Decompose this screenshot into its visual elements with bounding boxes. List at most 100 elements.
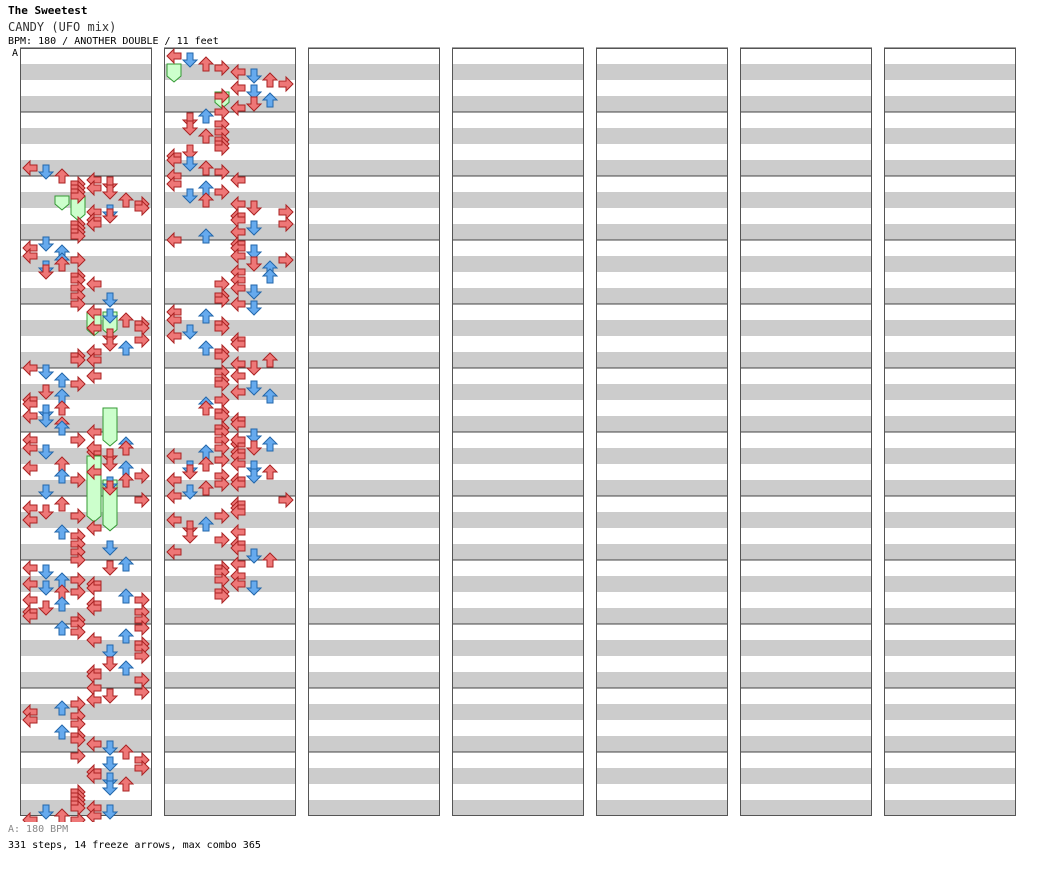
beat-band <box>596 640 728 656</box>
step-arrow <box>166 543 182 561</box>
step-arrow <box>86 423 102 441</box>
step-arrow <box>70 227 86 245</box>
step-chart: A <box>12 47 1016 822</box>
beat-band <box>308 576 440 592</box>
step-arrow <box>37 384 55 400</box>
step-arrow <box>37 164 55 180</box>
beat-band <box>452 704 584 720</box>
beat-band <box>308 64 440 80</box>
beat-band <box>452 96 584 112</box>
beat-band <box>884 288 1016 304</box>
step-arrow <box>86 631 102 649</box>
step-arrow <box>86 319 102 337</box>
step-arrow <box>245 548 263 564</box>
beat-band <box>164 672 296 688</box>
beat-band <box>452 160 584 176</box>
step-arrow <box>22 811 38 822</box>
beat-band <box>452 192 584 208</box>
beat-band <box>740 768 872 784</box>
step-arrow <box>22 511 38 529</box>
step-arrow <box>214 451 230 469</box>
beat-band <box>20 704 152 720</box>
beat-band <box>452 224 584 240</box>
step-arrow <box>101 336 119 352</box>
step-arrow <box>22 439 38 457</box>
step-arrow <box>37 484 55 500</box>
beat-band <box>596 672 728 688</box>
beat-band <box>20 576 152 592</box>
beat-band <box>452 576 584 592</box>
beat-band <box>20 288 152 304</box>
beat-band <box>452 416 584 432</box>
beat-band <box>308 640 440 656</box>
step-arrow <box>134 619 150 637</box>
beat-band <box>596 576 728 592</box>
beat-band <box>308 608 440 624</box>
step-arrow <box>117 588 135 604</box>
beat-band <box>596 768 728 784</box>
step-arrow <box>230 431 246 449</box>
step-arrow <box>278 75 294 93</box>
step-arrow <box>53 400 71 416</box>
beat-band <box>740 64 872 80</box>
step-arrow <box>166 175 182 193</box>
step-arrow <box>70 431 86 449</box>
beat-band <box>164 480 296 496</box>
step-arrow <box>245 68 263 84</box>
beat-band <box>740 736 872 752</box>
step-arrow <box>230 171 246 189</box>
beat-band <box>308 544 440 560</box>
step-arrow <box>230 503 246 521</box>
step-arrow <box>166 327 182 345</box>
beat-band <box>20 160 152 176</box>
beat-band <box>20 512 152 528</box>
step-arrow <box>101 644 119 660</box>
step-arrow <box>53 468 71 484</box>
chart-stats: 331 steps, 14 freeze arrows, max combo 3… <box>8 840 261 851</box>
step-arrow <box>245 580 263 596</box>
step-arrow <box>245 360 263 376</box>
beat-band <box>884 736 1016 752</box>
beat-band <box>20 224 152 240</box>
step-arrow <box>86 579 102 597</box>
beat-band <box>164 800 296 816</box>
beat-band <box>164 704 296 720</box>
beat-band <box>740 192 872 208</box>
beat-band <box>452 128 584 144</box>
beat-band <box>884 64 1016 80</box>
step-arrow <box>117 628 135 644</box>
beat-band <box>884 192 1016 208</box>
step-arrow <box>86 599 102 617</box>
step-arrow <box>53 724 71 740</box>
beat-band <box>740 640 872 656</box>
beat-band <box>20 672 152 688</box>
beat-band <box>308 480 440 496</box>
step-arrow <box>117 660 135 676</box>
step-arrow <box>37 444 55 460</box>
step-arrow <box>53 372 71 388</box>
beat-band <box>740 512 872 528</box>
beat-band <box>884 416 1016 432</box>
beat-band <box>884 576 1016 592</box>
step-arrow <box>86 767 102 785</box>
beat-band <box>20 192 152 208</box>
beat-band <box>20 640 152 656</box>
step-arrow <box>101 756 119 772</box>
beat-band <box>452 608 584 624</box>
beat-band <box>20 384 152 400</box>
step-arrow <box>197 456 215 472</box>
step-arrow <box>166 447 182 465</box>
step-arrow <box>53 596 71 612</box>
notes-layer <box>22 47 294 822</box>
beat-band <box>740 448 872 464</box>
step-arrow <box>22 559 38 577</box>
step-arrow <box>230 575 246 593</box>
beat-band <box>452 352 584 368</box>
step-arrow <box>245 440 263 456</box>
step-arrow <box>22 407 38 425</box>
beat-band <box>20 64 152 80</box>
beat-band <box>740 288 872 304</box>
beat-band <box>884 160 1016 176</box>
step-arrow <box>261 388 279 404</box>
beat-band <box>452 448 584 464</box>
